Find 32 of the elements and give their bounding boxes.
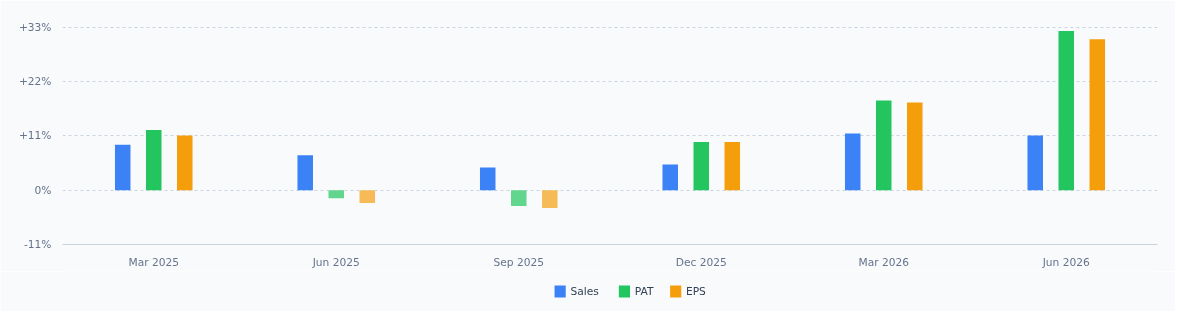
legend-label: EPS	[685, 285, 707, 298]
bar	[724, 141, 741, 191]
bar	[177, 135, 193, 191]
bar	[1027, 135, 1043, 191]
bar	[114, 144, 131, 191]
bar	[328, 190, 345, 199]
bar	[907, 102, 923, 191]
bar	[844, 133, 861, 191]
bar	[359, 190, 376, 204]
bar	[1058, 30, 1075, 191]
y-tick-label: +22%	[18, 75, 52, 89]
bar	[297, 155, 313, 191]
x-tick-label: Mar 2026	[858, 255, 910, 269]
x-tick-label: Mar 2025	[128, 255, 180, 269]
bar	[662, 164, 678, 191]
legend-label: PAT	[634, 285, 654, 298]
x-tick-label: Jun 2025	[311, 255, 360, 269]
y-tick-label: -11%	[23, 238, 52, 251]
bar	[542, 190, 558, 208]
bar	[693, 141, 710, 191]
bar	[510, 190, 527, 207]
x-tick-label: Sep 2025	[493, 255, 545, 269]
bar	[145, 130, 162, 191]
y-tick-label: +33%	[18, 20, 52, 34]
x-tick-label: Dec 2025	[675, 255, 727, 269]
bar	[875, 100, 892, 191]
bar	[479, 167, 496, 191]
x-tick-label: Jun 2026	[1041, 255, 1091, 269]
y-tick-label: 0%	[34, 183, 52, 197]
legend-label: Sales	[570, 285, 600, 298]
bar	[1089, 39, 1106, 191]
y-tick-label: +11%	[18, 129, 52, 143]
